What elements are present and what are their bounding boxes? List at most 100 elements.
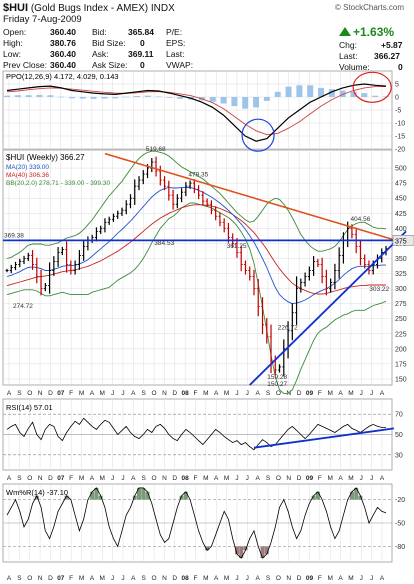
x-tick-label: N [286, 575, 291, 582]
x-tick-label: M [224, 390, 229, 397]
red-highlight-circle [352, 71, 392, 103]
quote-ask-value: 369.11 [128, 49, 154, 59]
price-label: 274.72 [13, 303, 33, 310]
bb-legend: BB(20,2.0) 278.71 - 339.00 - 399.30 [6, 180, 110, 187]
x-tick-label: M [79, 575, 84, 582]
ppo-histogram-bar [296, 85, 303, 97]
up-arrow-icon [339, 27, 351, 36]
rsi-trendline [253, 427, 395, 449]
price-y-tick-label: 475 [395, 181, 407, 188]
ppo-y-tick-label: -20 [395, 147, 405, 154]
ppo-histogram-bar [209, 97, 216, 102]
ppo-histogram-bar [79, 97, 86, 99]
bb-upper-line [6, 150, 387, 259]
willr-overbought-fill [358, 495, 363, 500]
price-label: 226.72 [278, 325, 298, 332]
x-tick-label: J [370, 390, 373, 397]
x-tick-label: A [7, 575, 12, 582]
willr-y-tick-label: -50 [395, 521, 405, 528]
ppo-histogram-bar [47, 95, 54, 97]
willr-oversold-fill [260, 546, 265, 559]
x-tick-label: N [162, 390, 167, 397]
x-tick-label: A [7, 390, 12, 397]
quote-open-value: 360.40 [50, 27, 76, 37]
x-tick-label: D [172, 475, 177, 482]
pct-change: +1.63% [339, 25, 394, 39]
x-tick-label: A [214, 575, 219, 582]
orange-resistance-trendline [104, 152, 397, 242]
quote-bid-label: Bid: [92, 27, 107, 37]
willr-oversold-fill [264, 546, 269, 555]
quote-low-value: 360.40 [50, 49, 76, 59]
x-tick-label: N [162, 575, 167, 582]
x-tick-label: A [90, 575, 95, 582]
price-label: 361.25 [227, 243, 247, 250]
rsi-line [6, 417, 386, 451]
quote-pe-label: P/E: [166, 27, 183, 37]
price-label-level: 369.38 [4, 232, 24, 239]
x-tick-label: J [246, 575, 249, 582]
price-y-tick-label: 225 [395, 331, 407, 338]
willr-overbought-fill [349, 491, 354, 500]
x-tick-label: D [48, 475, 53, 482]
x-tick-label: N [162, 475, 167, 482]
ppo-histogram-bar [4, 95, 10, 97]
willr-overbought-fill [315, 491, 320, 500]
willr-overbought-fill [179, 495, 184, 500]
willr-overbought-fill [311, 495, 316, 500]
x-tick-label: M [203, 475, 208, 482]
ppo-histogram-bar [220, 97, 227, 104]
x-tick-label: A [380, 575, 385, 582]
x-tick-label: O [152, 475, 157, 482]
willr-overbought-fill [64, 495, 69, 500]
x-tick-label: M [100, 390, 105, 397]
x-tick-label: S [142, 390, 147, 397]
quote-asksize-label: Ask Size: [92, 60, 128, 70]
x-tick-label: M [348, 475, 353, 482]
ppo-histogram-bar [383, 96, 389, 98]
ppo-histogram-bar [263, 97, 270, 101]
x-tick-label: O [276, 390, 281, 397]
x-tick-label: A [131, 475, 136, 482]
willr-overbought-fill [90, 491, 95, 500]
x-tick-label: A [7, 475, 12, 482]
x-tick-label: M [79, 475, 84, 482]
ma40-legend: MA(40) 306.36 [6, 172, 49, 179]
x-tick-label: 07 [57, 575, 65, 582]
ma20-legend: MA(20) 339.00 [6, 164, 49, 171]
x-tick-label: 09 [306, 475, 314, 482]
ppo-histogram-bar [90, 97, 97, 99]
quote-vwap-label: VWAP: [166, 60, 194, 70]
price-y-tick-label: 300 [395, 286, 407, 293]
willr-overbought-fill [94, 487, 99, 500]
ppo-histogram-bar [25, 95, 32, 97]
x-tick-label: 07 [57, 390, 65, 397]
x-tick-label: A [90, 390, 95, 397]
x-tick-label: N [286, 475, 291, 482]
x-tick-label: S [266, 475, 271, 482]
willr-overbought-fill [145, 491, 150, 500]
x-tick-label: O [152, 575, 157, 582]
quote-chg-value: +5.87 [381, 40, 403, 50]
x-tick-label: F [69, 390, 73, 397]
x-tick-label: O [27, 575, 32, 582]
rsi-y-tick-label: 30 [395, 452, 403, 459]
x-tick-label: D [297, 390, 302, 397]
x-tick-label: A [255, 475, 260, 482]
x-tick-label: A [255, 575, 260, 582]
x-tick-label: F [318, 475, 322, 482]
x-tick-label: F [194, 475, 198, 482]
ma40-line [6, 204, 386, 295]
x-tick-label: M [100, 575, 105, 582]
willr-oversold-fill [234, 546, 239, 555]
ppo-histogram-bar [155, 96, 162, 98]
willr-oversold-fill [205, 546, 210, 551]
x-tick-label: J [370, 575, 373, 582]
ppo-signal-line [6, 86, 386, 136]
x-tick-label: J [111, 575, 114, 582]
ppo-y-tick-label: -10 [395, 121, 405, 128]
x-tick-label: A [338, 575, 343, 582]
x-tick-label: M [224, 475, 229, 482]
quote-low-label: Low: [3, 49, 21, 59]
index-name: (Gold Bugs Index - AMEX) INDX [30, 3, 175, 14]
